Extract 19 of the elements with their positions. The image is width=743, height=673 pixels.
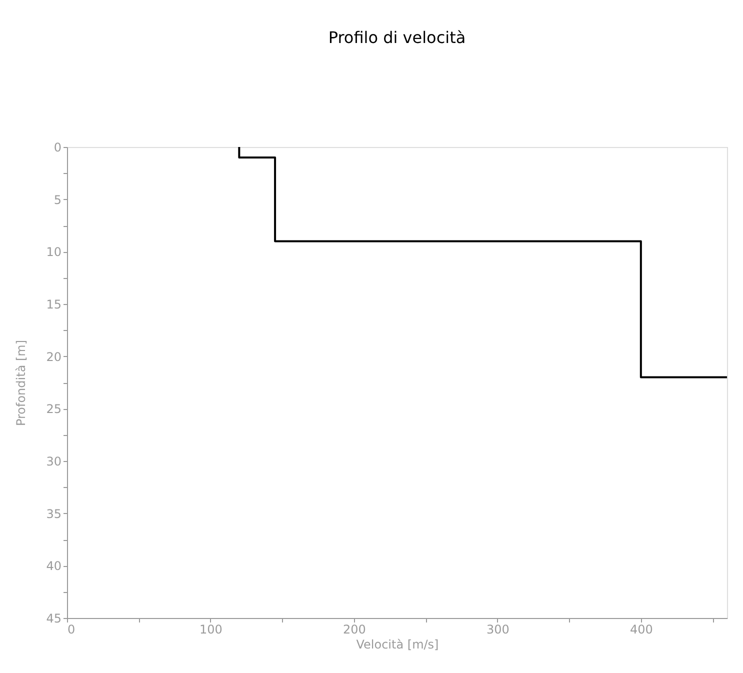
y-tick-label: 40 — [46, 559, 62, 574]
chart-title: Profilo di velocità — [328, 28, 466, 47]
y-tick-label: 5 — [54, 192, 62, 207]
y-tick-label: 45 — [46, 612, 62, 626]
y-tick-label: 15 — [46, 298, 62, 312]
x-tick-label: 400 — [630, 622, 653, 636]
y-tick-label: 10 — [46, 245, 62, 260]
x-tick-label: 0 — [68, 622, 76, 636]
x-axis-title: Velocità [m/s] — [356, 638, 439, 652]
y-axis-title: Profondità [m] — [14, 340, 28, 426]
x-tick-label: 300 — [486, 622, 510, 636]
y-tick-label: 30 — [46, 454, 62, 468]
y-tick-label: 35 — [46, 506, 62, 521]
y-tick-label: 0 — [54, 140, 62, 154]
y-tick-label: 25 — [46, 402, 62, 416]
x-tick-label: 100 — [200, 622, 222, 636]
line-series — [238, 146, 728, 378]
x-tick-label: 200 — [343, 622, 366, 636]
y-tick-label: 20 — [46, 350, 62, 364]
